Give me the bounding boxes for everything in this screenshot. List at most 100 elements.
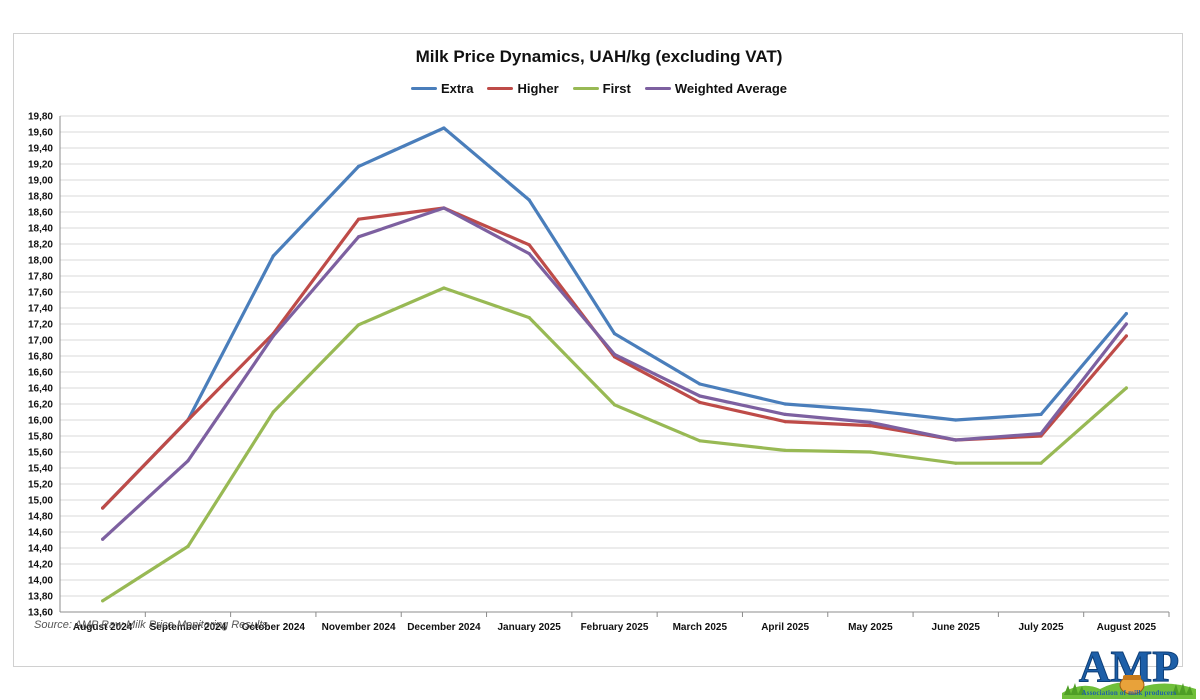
amp-logo: AMP [1062, 642, 1196, 699]
y-tick-label: 17,40 [28, 304, 53, 315]
y-tick-label: 17,00 [28, 336, 53, 347]
x-tick-label: February 2025 [581, 622, 649, 633]
data-point-extra [612, 332, 617, 336]
y-tick-label: 15,20 [28, 480, 53, 491]
y-tick-label: 16,80 [28, 352, 53, 363]
data-point-weighted-average [186, 459, 190, 463]
x-tick-label: April 2025 [761, 622, 809, 633]
legend-item-first: First [572, 81, 631, 96]
data-point-extra [1039, 412, 1043, 416]
x-tick-label: November 2024 [322, 622, 396, 633]
y-tick-label: 14,20 [28, 560, 53, 571]
data-point-first [783, 448, 787, 452]
legend-label-extra: Extra [440, 81, 474, 96]
y-tick-label: 18,20 [28, 240, 53, 251]
y-tick-label: 17,80 [28, 272, 53, 283]
y-tick-label: 19,20 [28, 160, 53, 171]
legend-swatch-first [572, 87, 599, 90]
y-tick-label: 14,40 [28, 544, 53, 555]
data-point-higher [356, 217, 361, 221]
series-line-weighted-average [101, 206, 1128, 541]
data-point-higher [868, 424, 873, 428]
data-point-weighted-average [1124, 322, 1128, 326]
data-point-first [442, 286, 446, 290]
data-point-higher [101, 506, 105, 510]
data-point-extra [954, 418, 958, 422]
data-point-weighted-average [1039, 432, 1043, 436]
data-point-higher [1124, 334, 1128, 338]
data-point-higher [186, 418, 190, 422]
series-line-extra [101, 126, 1128, 510]
data-point-first [612, 403, 617, 407]
data-point-higher [698, 400, 702, 404]
data-point-weighted-average [356, 235, 361, 239]
logo-caption: Association of milk producers [1081, 689, 1177, 697]
data-point-weighted-average [527, 252, 531, 256]
y-tick-label: 13,80 [28, 592, 53, 603]
y-tick-label: 15,60 [28, 448, 53, 459]
x-tick-label: August 2024 [73, 622, 133, 633]
y-tick-label: 19,00 [28, 176, 53, 187]
data-point-extra [868, 408, 873, 412]
y-tick-label: 16,60 [28, 368, 53, 379]
data-point-weighted-average [783, 412, 787, 416]
data-point-first [271, 410, 275, 414]
x-tick-label: January 2025 [497, 622, 561, 633]
x-tick-label: June 2025 [932, 622, 981, 633]
y-tick-label: 16,40 [28, 384, 53, 395]
data-point-weighted-average [612, 352, 617, 356]
y-tick-label: 17,60 [28, 288, 53, 299]
x-tick-label: October 2024 [242, 622, 306, 633]
legend-label-higher: Higher [517, 81, 559, 96]
y-tick-label: 17,20 [28, 320, 53, 331]
data-point-first [954, 461, 958, 465]
data-point-extra [356, 164, 361, 168]
data-point-weighted-average [442, 206, 446, 210]
y-tick-label: 18,00 [28, 256, 53, 267]
y-tick-label: 14,80 [28, 512, 53, 523]
data-point-first [868, 450, 873, 454]
data-point-weighted-average [954, 438, 958, 442]
legend-swatch-higher [487, 87, 514, 90]
x-tick-label: May 2025 [848, 622, 893, 633]
chart-title: Milk Price Dynamics, UAH/kg (excluding V… [415, 47, 783, 66]
data-point-first [1039, 461, 1043, 465]
y-tick-label: 19,40 [28, 144, 53, 155]
x-tick-label: September 2024 [150, 622, 227, 633]
x-tick-label: March 2025 [673, 622, 728, 633]
data-point-weighted-average [271, 334, 275, 338]
x-tick-label: July 2025 [1019, 622, 1064, 633]
y-tick-label: 16,00 [28, 416, 53, 427]
y-tick-label: 18,80 [28, 192, 53, 203]
legend-swatch-extra [410, 87, 437, 90]
source-note: Source: AMP Raw Milk Price Monitoring Re… [34, 619, 268, 631]
y-tick-label: 15,40 [28, 464, 53, 475]
data-point-weighted-average [868, 420, 873, 424]
legend-item-extra: Extra [410, 81, 474, 96]
data-point-extra [527, 198, 531, 202]
legend-label-first: First [602, 81, 631, 96]
data-point-higher [527, 243, 531, 247]
data-point-first [1124, 386, 1128, 390]
y-tick-label: 18,60 [28, 208, 53, 219]
data-point-extra [271, 254, 275, 258]
data-point-first [101, 599, 105, 603]
y-tick-label: 14,00 [28, 576, 53, 587]
y-tick-label: 18,40 [28, 224, 53, 235]
data-point-extra [442, 126, 446, 130]
y-tick-label: 16,20 [28, 400, 53, 411]
x-tick-label: August 2025 [1097, 622, 1157, 633]
data-point-extra [698, 382, 702, 386]
chart-frame: Milk Price Dynamics, UAH/kg (excluding V… [13, 33, 1183, 667]
y-tick-label: 14,60 [28, 528, 53, 539]
y-tick-label: 15,80 [28, 432, 53, 443]
y-tick-label: 15,00 [28, 496, 53, 507]
x-tick-label: December 2024 [407, 622, 481, 633]
legend-label-weighted-average: Weighted Average [674, 81, 788, 96]
y-tick-label: 19,60 [28, 128, 53, 139]
y-tick-label: 13,60 [28, 608, 53, 619]
chart-legend: Extra Higher First Weighted Average [14, 81, 1184, 96]
data-point-higher [783, 420, 787, 424]
data-point-weighted-average [698, 394, 702, 398]
data-point-weighted-average [101, 537, 105, 541]
